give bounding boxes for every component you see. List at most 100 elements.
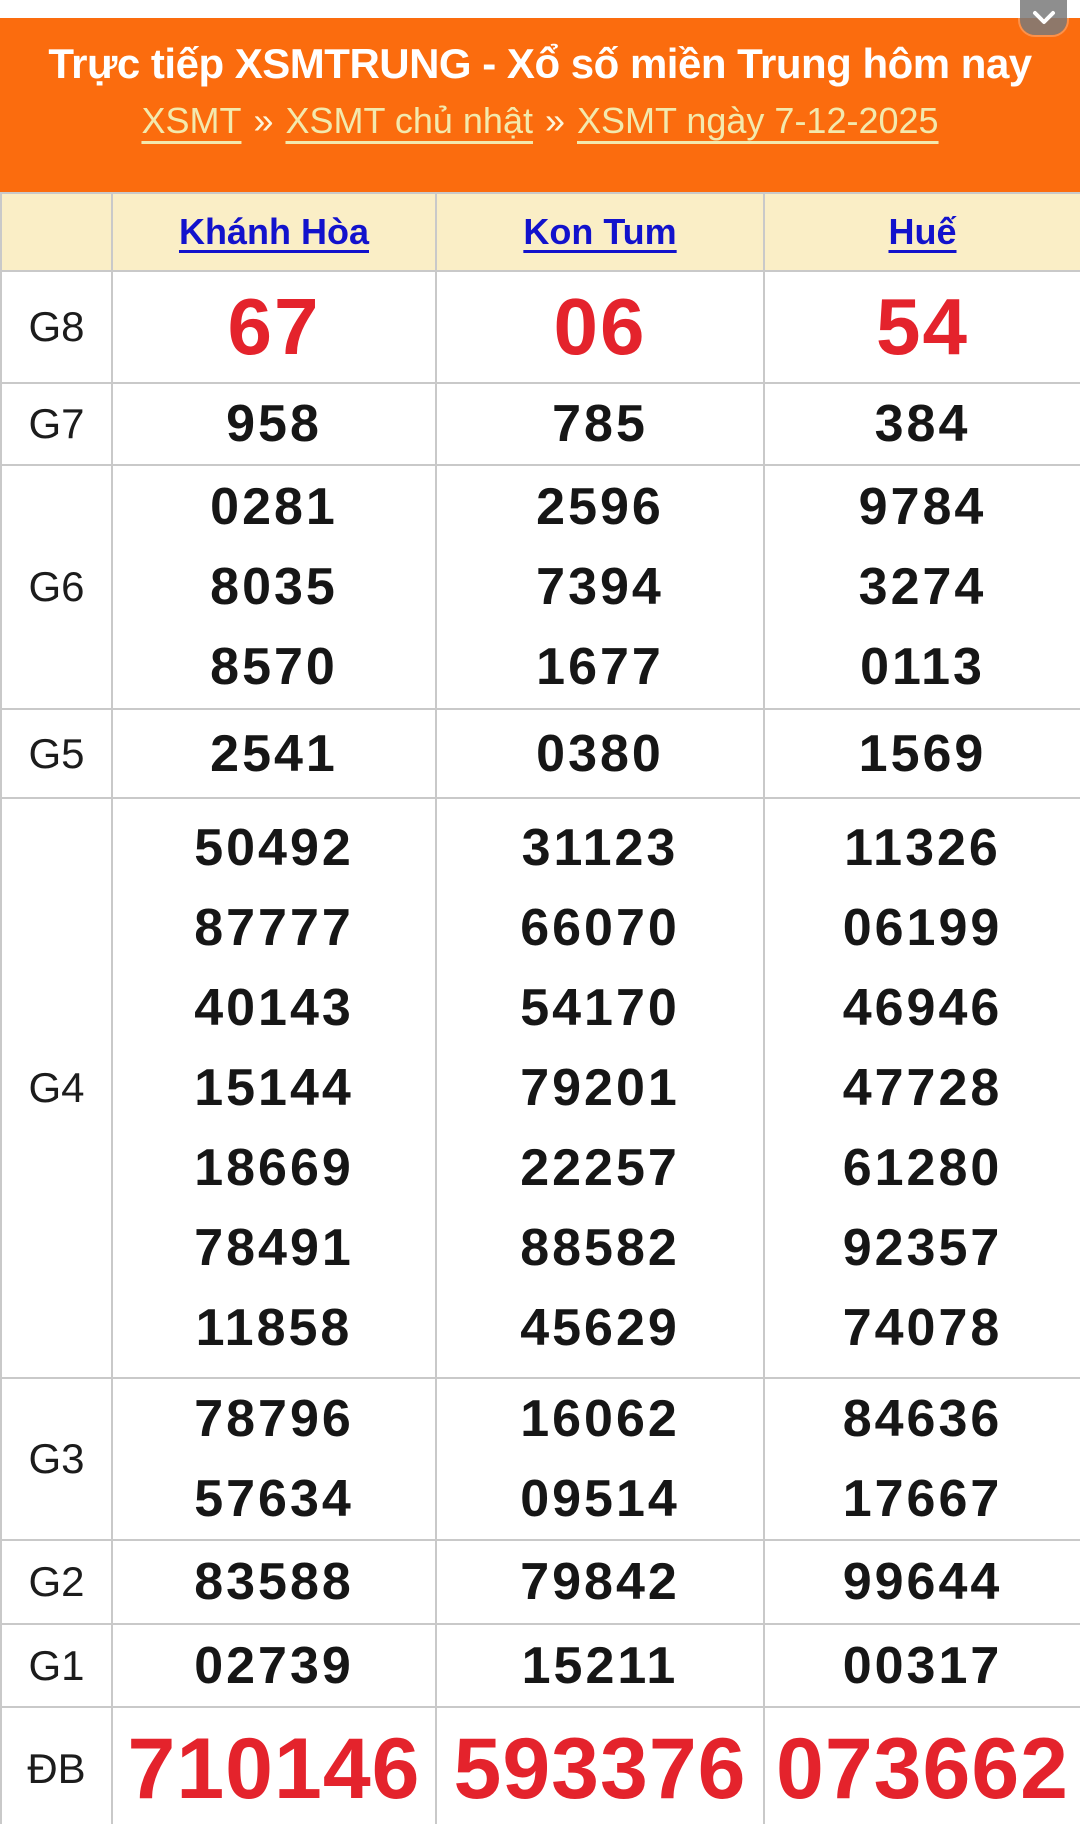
breadcrumb-link-xsmt-ngay[interactable]: XSMT ngày 7-12-2025 [577, 100, 939, 141]
page-header: Trực tiếp XSMTRUNG - Xổ số miền Trung hô… [0, 18, 1080, 192]
result-number: 11858 [195, 1299, 353, 1357]
result-number: 22257 [520, 1139, 680, 1197]
result-cell: 31123 66070 54170 79201 22257 88582 45629 [435, 797, 765, 1379]
result-number: 09514 [520, 1470, 680, 1528]
results-table: Khánh Hòa Kon Tum Huế G8 67 06 54 G7 958 785 38… [0, 192, 1080, 1824]
result-number: 15144 [194, 1059, 354, 1117]
prize-row-g7: G7 958 785 384 [0, 382, 1080, 466]
result-cell: 0380 [435, 708, 765, 799]
prize-label-g6: G6 [0, 464, 113, 710]
result-number: 50492 [194, 819, 354, 877]
result-cell: 15211 [435, 1623, 765, 1708]
result-number: 66070 [520, 899, 680, 957]
result-number: 78796 [194, 1390, 354, 1448]
prize-row-g1: G1 02739 15211 00317 [0, 1623, 1080, 1708]
prize-label-db: ĐB [0, 1706, 113, 1824]
result-number: 593376 [453, 1721, 747, 1817]
result-number: 7394 [536, 558, 664, 616]
province-header-khanh-hoa: Khánh Hòa [111, 192, 437, 272]
result-number: 46946 [842, 979, 1003, 1037]
prize-row-g4: G4 50492 87777 40143 15144 18669 78491 11858 311… [0, 797, 1080, 1379]
prize-label-g8: G8 [0, 270, 113, 384]
breadcrumb-link-xsmt[interactable]: XSMT [141, 100, 242, 141]
result-number: 16062 [520, 1390, 680, 1448]
result-cell: 00317 [763, 1623, 1080, 1708]
prize-label-g4: G4 [0, 797, 113, 1379]
result-number: 92357 [842, 1219, 1003, 1277]
result-cell: 9784 3274 0113 [763, 464, 1080, 710]
result-cell: 06 [435, 270, 765, 384]
result-number: 45629 [520, 1299, 680, 1357]
collapse-button[interactable] [1020, 0, 1067, 35]
result-number: 84636 [842, 1390, 1003, 1448]
result-number: 8570 [210, 638, 338, 696]
result-number: 06 [553, 282, 647, 371]
province-header-hue: Huế [763, 192, 1080, 272]
chevron-down-icon [1031, 10, 1057, 26]
result-number: 0380 [536, 724, 664, 783]
result-number: 78491 [194, 1219, 354, 1277]
result-cell: 83588 [111, 1539, 437, 1625]
prize-row-g2: G2 83588 79842 99644 [0, 1539, 1080, 1625]
result-number: 79201 [520, 1059, 680, 1117]
result-number: 1677 [536, 638, 664, 696]
result-number: 0113 [860, 638, 985, 696]
result-cell: 11326 06199 46946 47728 61280 92357 74078 [763, 797, 1080, 1379]
result-number: 79842 [520, 1553, 680, 1611]
top-strip [0, 0, 1080, 18]
result-number: 073662 [776, 1721, 1069, 1817]
result-number: 1569 [858, 724, 987, 783]
prize-row-db: ĐB 710146 593376 073662 [0, 1706, 1080, 1824]
result-number: 88582 [520, 1219, 680, 1277]
result-cell: 02739 [111, 1623, 437, 1708]
result-cell: 593376 [435, 1706, 765, 1824]
result-number: 710146 [127, 1721, 421, 1817]
result-cell: 2541 [111, 708, 437, 799]
prize-row-g8: G8 67 06 54 [0, 270, 1080, 384]
result-number: 2596 [536, 478, 664, 536]
breadcrumb: XSMT » XSMT chủ nhật » XSMT ngày 7-12-2025 [0, 100, 1080, 142]
result-cell: 79842 [435, 1539, 765, 1625]
result-number: 02739 [194, 1636, 354, 1695]
result-number: 2541 [210, 724, 338, 783]
result-cell: 073662 [763, 1706, 1080, 1824]
result-number: 83588 [194, 1553, 354, 1611]
province-link-kon-tum[interactable]: Kon Tum [523, 211, 677, 252]
result-cell: 99644 [763, 1539, 1080, 1625]
result-number: 74078 [842, 1299, 1003, 1357]
result-number: 9784 [858, 478, 987, 536]
result-cell: 0281 8035 8570 [111, 464, 437, 710]
result-number: 99644 [842, 1553, 1003, 1611]
result-number: 57634 [194, 1470, 354, 1528]
result-number: 17667 [842, 1470, 1003, 1528]
results-table-body: G8 67 06 54 G7 958 785 384 G6 0281 8035 8570 2596 739… [0, 270, 1080, 1824]
result-number: 0281 [210, 478, 338, 536]
prize-row-g6: G6 0281 8035 8570 2596 7394 1677 9784 3274 0113 [0, 464, 1080, 710]
prize-label-g3: G3 [0, 1377, 113, 1541]
page-title: Trực tiếp XSMTRUNG - Xổ số miền Trung hô… [48, 40, 1032, 87]
province-header-row: Khánh Hòa Kon Tum Huế [0, 192, 1080, 272]
prize-row-g3: G3 78796 57634 16062 09514 84636 17667 [0, 1377, 1080, 1541]
prize-label-g1: G1 [0, 1623, 113, 1708]
result-number: 67 [227, 282, 321, 371]
province-link-khanh-hoa[interactable]: Khánh Hòa [178, 211, 369, 252]
result-number: 00317 [842, 1636, 1003, 1695]
breadcrumb-link-xsmt-chu-nhat[interactable]: XSMT chủ nhật [285, 100, 533, 141]
result-number: 40143 [194, 979, 354, 1037]
prize-label-g5: G5 [0, 708, 113, 799]
result-cell: 78796 57634 [111, 1377, 437, 1541]
result-number: 61280 [842, 1139, 1003, 1197]
breadcrumb-separator: » [253, 100, 274, 141]
result-number: 958 [226, 395, 322, 453]
result-cell: 785 [435, 382, 765, 466]
result-number: 87777 [194, 899, 354, 957]
result-cell: 67 [111, 270, 437, 384]
result-cell: 958 [111, 382, 437, 466]
prize-label-g2: G2 [0, 1539, 113, 1625]
result-cell: 710146 [111, 1706, 437, 1824]
breadcrumb-separator: » [544, 100, 565, 141]
result-cell: 84636 17667 [763, 1377, 1080, 1541]
result-number: 785 [552, 395, 648, 453]
province-link-hue[interactable]: Huế [888, 211, 957, 252]
result-number: 8035 [210, 558, 338, 616]
